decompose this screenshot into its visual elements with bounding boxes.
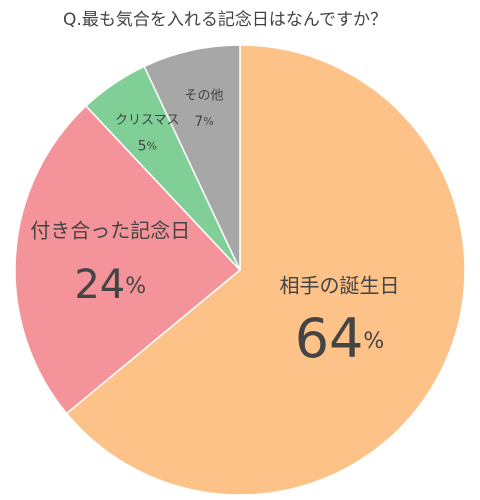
value-label: 7% bbox=[194, 114, 213, 130]
slice-label: クリスマス bbox=[115, 113, 180, 128]
slice-label: 付き合った記念日 bbox=[30, 218, 190, 242]
value-label: 64% bbox=[295, 306, 385, 369]
slice-label: その他 bbox=[184, 88, 223, 103]
pie-slice bbox=[65, 44, 466, 496]
value-label: 24% bbox=[74, 262, 146, 308]
chart-title: Q.最も気合を入れる記念日はなんですか？ bbox=[63, 9, 387, 30]
pie-slice bbox=[14, 104, 242, 415]
value-label: 5% bbox=[138, 139, 157, 155]
pie-slice bbox=[143, 44, 241, 271]
slice-label: 相手の誕生日 bbox=[280, 273, 400, 297]
